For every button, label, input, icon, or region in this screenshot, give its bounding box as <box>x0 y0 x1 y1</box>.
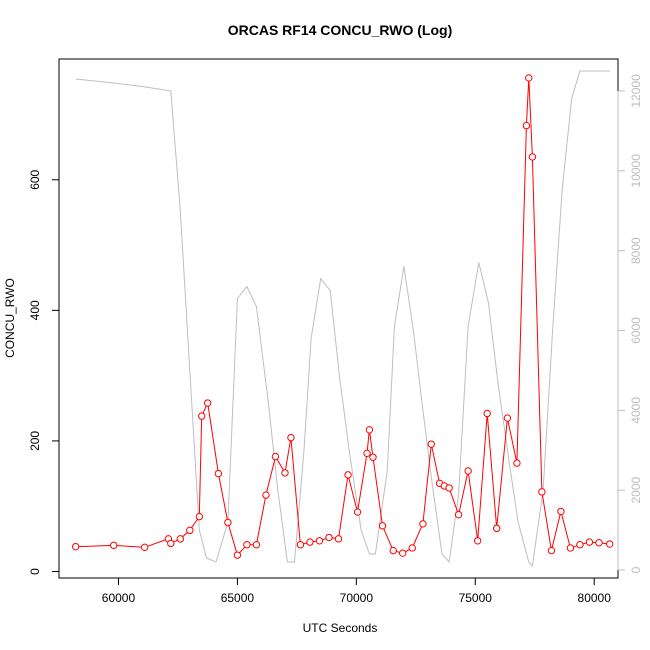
data-point <box>287 433 295 442</box>
data-point <box>243 541 251 549</box>
data-point <box>167 539 175 548</box>
data-point <box>483 409 491 418</box>
data-point <box>605 540 614 548</box>
data-point <box>353 508 362 516</box>
y2-tick-label: 4000 <box>629 397 643 424</box>
data-point <box>315 537 324 545</box>
data-point <box>408 544 416 552</box>
data-point <box>306 538 314 546</box>
data-point <box>233 551 242 559</box>
data-point <box>140 543 149 552</box>
data-point <box>419 520 427 528</box>
x-tick-label: 80000 <box>578 591 612 605</box>
data-point <box>325 533 333 542</box>
data-point <box>198 412 206 420</box>
data-point <box>522 121 531 130</box>
x-axis-label: UTC Seconds <box>303 621 378 635</box>
y2-tick-label: 6000 <box>629 317 643 344</box>
data-point <box>110 541 118 550</box>
data-point <box>334 535 343 543</box>
series-line-right <box>75 70 610 568</box>
series-line-left <box>75 77 610 557</box>
y-tick-label: 0 <box>28 568 42 575</box>
data-point <box>176 535 185 543</box>
series-layer <box>71 70 614 568</box>
y-axis-label: CONCU_RWO <box>3 278 17 358</box>
data-point <box>454 510 463 519</box>
data-point <box>445 484 453 492</box>
data-point <box>262 491 270 499</box>
data-point <box>576 541 584 549</box>
data-point <box>566 544 575 552</box>
data-point <box>296 541 305 549</box>
y2-tick-label: 2000 <box>629 476 643 503</box>
y-tick-label: 200 <box>28 431 42 451</box>
data-point <box>525 74 533 82</box>
data-point <box>252 541 261 549</box>
data-point <box>503 414 512 422</box>
y2-tick-label: 8000 <box>629 237 643 264</box>
data-point <box>427 440 435 448</box>
data-point <box>214 469 223 478</box>
y2-tick-label: 12000 <box>629 74 643 108</box>
data-point <box>369 453 377 461</box>
data-point <box>71 542 80 551</box>
y-tick-label: 400 <box>28 300 42 320</box>
data-point <box>203 399 212 407</box>
data-point <box>271 452 280 461</box>
data-point <box>595 539 603 547</box>
chart-title: ORCAS RF14 CONCU_RWO (Log) <box>228 22 453 38</box>
x-tick-label: 65000 <box>221 591 255 605</box>
data-point <box>557 507 565 516</box>
data-point <box>389 546 397 555</box>
data-point <box>195 512 204 521</box>
data-point <box>399 549 407 557</box>
data-point <box>365 426 374 434</box>
data-point <box>281 469 289 477</box>
data-point <box>186 526 194 535</box>
data-point <box>492 524 501 533</box>
data-point <box>547 546 556 555</box>
data-point <box>224 518 232 527</box>
data-point <box>378 522 387 530</box>
plot-frame <box>58 58 619 579</box>
x-tick-label: 70000 <box>340 591 374 605</box>
data-point <box>363 449 371 458</box>
axes: 60000 65000 70000 75000 80000020040060002000… <box>28 74 643 605</box>
x-tick-label: 60000 <box>102 591 136 605</box>
y-tick-label: 600 <box>28 169 42 189</box>
data-point <box>528 153 537 161</box>
data-point <box>513 459 521 467</box>
y2-tick-label: 0 <box>629 566 643 573</box>
data-point <box>585 538 594 546</box>
data-point <box>538 488 546 496</box>
x-tick-label: 75000 <box>459 591 493 605</box>
data-point <box>344 471 352 479</box>
data-point <box>473 537 482 545</box>
y2-tick-label: 10000 <box>629 154 643 188</box>
data-point <box>464 467 472 475</box>
